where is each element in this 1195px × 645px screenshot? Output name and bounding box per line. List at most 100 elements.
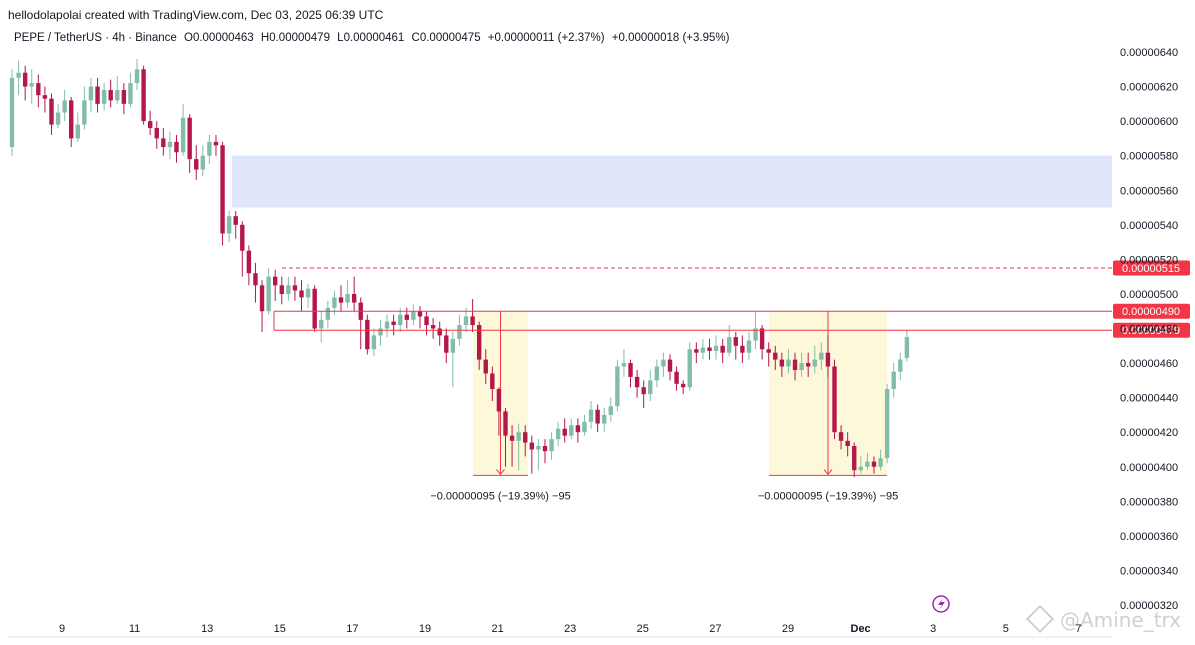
watermark-text: @Amine_trx bbox=[1060, 608, 1182, 632]
measurement-arrow-head bbox=[496, 469, 505, 476]
candle-body bbox=[259, 285, 265, 312]
candle-body bbox=[62, 100, 67, 113]
candle-body bbox=[305, 288, 311, 298]
candle bbox=[69, 96, 74, 148]
y-axis[interactable]: 0.00000640 0.00000620 0.00000600 0.00000580… bbox=[1120, 47, 1178, 612]
candle bbox=[180, 103, 186, 156]
candle-body bbox=[273, 276, 278, 286]
candle bbox=[516, 423, 521, 471]
candle bbox=[194, 145, 199, 180]
price-lines-layer: 0.00000515 0.00000490 0.00000479 bbox=[273, 260, 1190, 338]
candle-body bbox=[759, 328, 765, 350]
candle bbox=[536, 439, 541, 471]
candle-body bbox=[746, 340, 752, 353]
candle-body bbox=[562, 428, 567, 436]
candle-body bbox=[825, 352, 831, 367]
candle-body bbox=[398, 314, 403, 326]
candle bbox=[305, 283, 311, 308]
candle bbox=[88, 77, 94, 113]
price-label[interactable]: 0.00000490 bbox=[1113, 303, 1190, 319]
candle-body bbox=[417, 311, 423, 317]
candle-body bbox=[773, 352, 778, 360]
x-tick-label: 7 bbox=[1075, 623, 1081, 635]
candle-body bbox=[687, 349, 692, 388]
candle-body bbox=[437, 328, 442, 336]
candle-body bbox=[101, 90, 107, 104]
y-tick-label: 0.00000620 bbox=[1120, 82, 1178, 94]
candle bbox=[470, 299, 475, 332]
candle-body bbox=[529, 442, 535, 450]
candle bbox=[713, 335, 719, 360]
candle-body bbox=[509, 435, 515, 441]
candle-body bbox=[384, 321, 390, 329]
candle bbox=[812, 345, 817, 374]
price-label[interactable]: 0.00000479 bbox=[1113, 322, 1190, 338]
candle-body bbox=[207, 141, 212, 156]
candle bbox=[207, 134, 212, 165]
ohlc-legend: PEPE / TetherUS · 4h · Binance O0.000004… bbox=[14, 32, 733, 44]
candle-body bbox=[588, 409, 594, 422]
candle bbox=[891, 363, 896, 398]
candle-body bbox=[134, 69, 140, 84]
flash-icon[interactable] bbox=[932, 595, 950, 613]
candle bbox=[641, 380, 646, 408]
candle bbox=[437, 321, 442, 346]
candle-body bbox=[312, 288, 317, 329]
candle bbox=[595, 404, 600, 433]
candle-body bbox=[194, 159, 199, 170]
price-label[interactable]: 0.00000515 bbox=[1113, 260, 1190, 276]
candle-body bbox=[42, 95, 48, 99]
symbol-label[interactable]: PEPE / TetherUS · 4h · Binance bbox=[14, 32, 177, 44]
open-value: O0.00000463 bbox=[184, 32, 254, 44]
candle bbox=[286, 276, 291, 301]
candle-body bbox=[55, 112, 61, 125]
candle bbox=[279, 276, 284, 305]
candle-body bbox=[378, 328, 383, 336]
y-tick-label: 0.00000440 bbox=[1120, 393, 1178, 405]
candle bbox=[345, 280, 350, 308]
x-tick-label: 17 bbox=[346, 623, 358, 635]
y-tick-label: 0.00000340 bbox=[1120, 565, 1178, 577]
candle bbox=[608, 397, 613, 422]
candle-body bbox=[694, 349, 699, 353]
candle bbox=[569, 418, 574, 440]
supply-zone-layer bbox=[232, 155, 1112, 208]
candle bbox=[858, 456, 864, 474]
candle-body bbox=[595, 409, 600, 424]
candle-body bbox=[338, 297, 344, 303]
candle bbox=[852, 442, 857, 478]
measurement-label: −0.00000095 (−19.39%) −95 bbox=[430, 490, 570, 502]
candle bbox=[325, 300, 331, 329]
candle-body bbox=[832, 366, 837, 433]
candle-body bbox=[115, 90, 120, 101]
x-axis[interactable]: 9 11 13 15 17 19 21 23 25 27 29 Dec 3 5 7 bbox=[59, 623, 1082, 635]
candle bbox=[101, 83, 107, 111]
candle bbox=[707, 338, 712, 360]
candle-body bbox=[325, 307, 331, 320]
candle-body bbox=[411, 311, 416, 320]
x-tick-label: 9 bbox=[59, 623, 65, 635]
candle-body bbox=[365, 319, 370, 350]
candle-body bbox=[187, 117, 192, 160]
candle-body bbox=[904, 337, 910, 358]
candle bbox=[49, 93, 54, 135]
candle-body bbox=[845, 440, 850, 447]
candle bbox=[128, 72, 133, 108]
candle-body bbox=[792, 359, 798, 370]
candle-body bbox=[516, 432, 521, 441]
watermark: @Amine_trx bbox=[1025, 604, 1182, 634]
candle-body bbox=[88, 86, 94, 101]
candle bbox=[615, 359, 620, 412]
candle bbox=[819, 342, 824, 370]
candle-body bbox=[898, 359, 903, 372]
candle bbox=[220, 141, 225, 246]
candle bbox=[82, 86, 87, 130]
candle-body bbox=[891, 371, 896, 389]
candle bbox=[371, 328, 377, 357]
candle bbox=[700, 338, 706, 360]
candle-body bbox=[220, 145, 225, 234]
candle-body bbox=[786, 359, 791, 367]
candle bbox=[55, 103, 61, 129]
candle bbox=[62, 90, 67, 122]
